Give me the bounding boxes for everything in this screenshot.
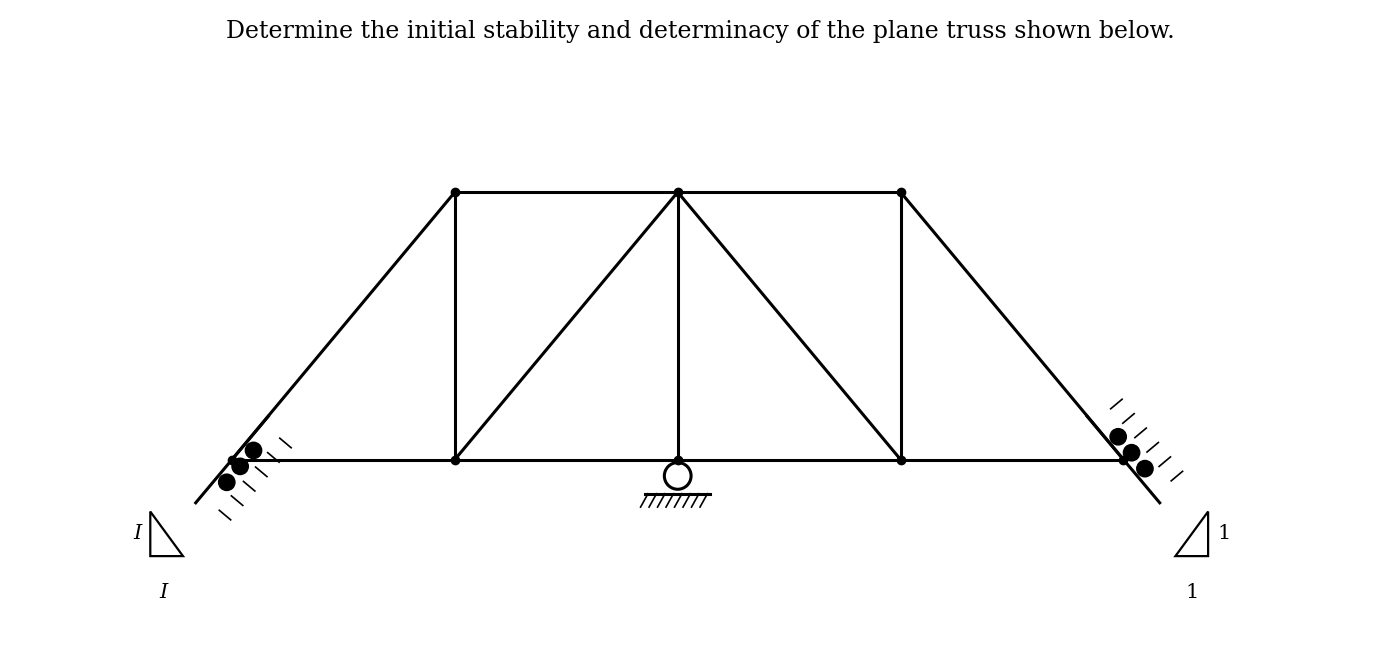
Text: 1: 1 [1217,524,1231,543]
Text: I: I [133,524,141,543]
Text: Determine the initial stability and determinacy of the plane truss shown below.: Determine the initial stability and dete… [225,20,1175,43]
Text: 1: 1 [1184,583,1198,602]
Circle shape [1137,460,1154,477]
Circle shape [218,474,235,490]
Text: I: I [160,583,168,602]
Circle shape [1110,429,1127,445]
Circle shape [245,442,262,459]
Circle shape [232,458,248,475]
Circle shape [1123,444,1140,461]
